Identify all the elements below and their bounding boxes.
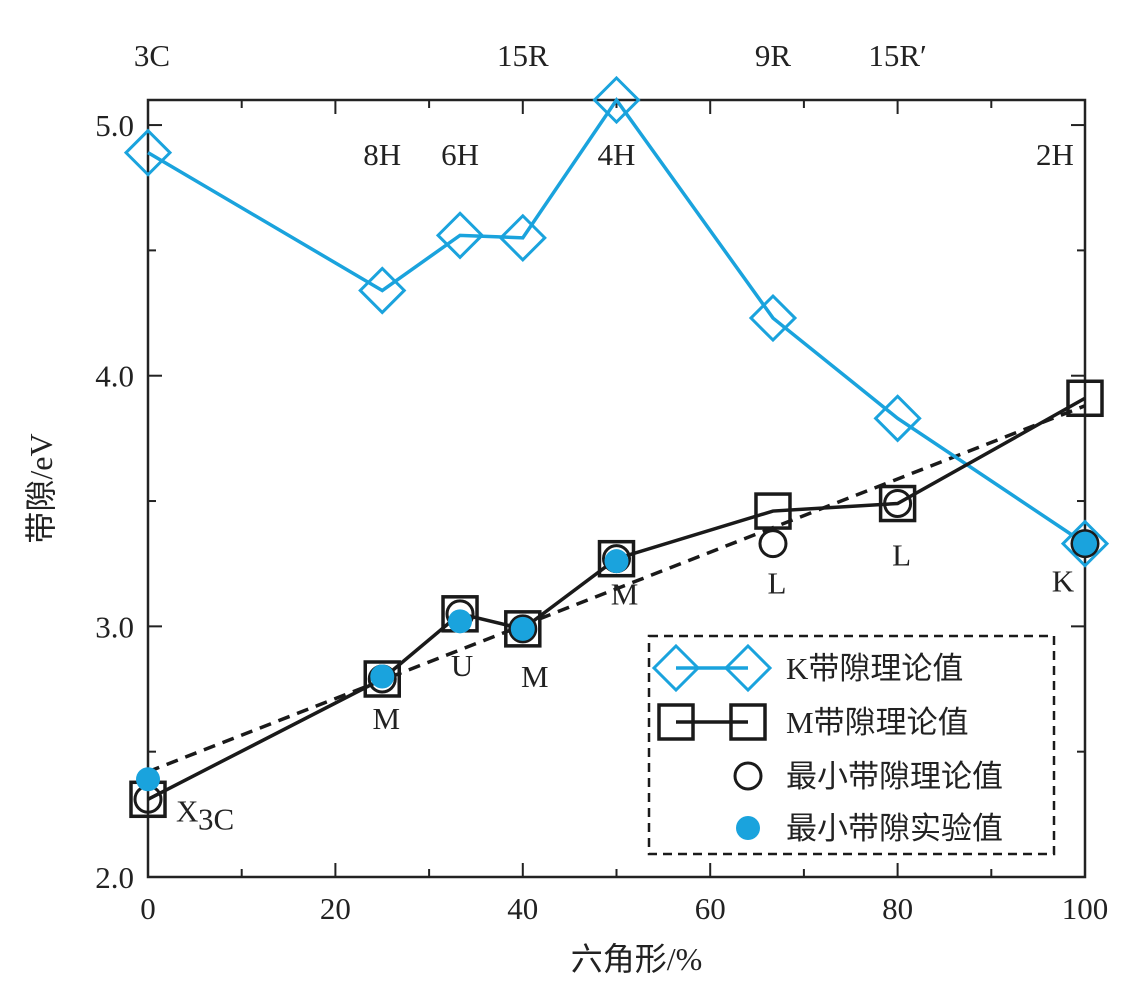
- y-tick-label: 4.0: [95, 359, 134, 394]
- marker-min-exp-dot: [136, 767, 160, 792]
- marker-min-exp-dot: [604, 549, 629, 574]
- polytype-label-inner: 6H: [441, 137, 479, 172]
- marker-m-square: [363, 660, 401, 698]
- x-tick-label: 40: [507, 891, 538, 926]
- point-label: K: [1052, 564, 1075, 599]
- point-label: L: [768, 566, 787, 601]
- point-label: U: [451, 648, 473, 683]
- y-tick-label: 3.0: [95, 609, 134, 644]
- legend-box: [647, 634, 1056, 856]
- polytype-label-inner: 2H: [1036, 137, 1074, 172]
- x-tick-label: 60: [695, 891, 726, 926]
- legend-label: K带隙理论值: [786, 651, 963, 686]
- y-tick-label: 5.0: [95, 108, 134, 143]
- point-label-subscript: 3C: [198, 801, 234, 836]
- legend-swatch-dot: [736, 816, 760, 840]
- marker-k-diamond: [358, 266, 407, 315]
- x-tick-label: 0: [140, 891, 156, 926]
- marker-m-square: [754, 492, 792, 530]
- marker-k-diamond: [123, 128, 173, 177]
- marker-min-theory-circle: [758, 529, 788, 559]
- point-label: M: [372, 701, 400, 736]
- marker-m-square: [1066, 379, 1104, 418]
- series-line-m: [147, 396, 1086, 801]
- marker-min-exp-dot: [448, 609, 473, 634]
- point-label: M: [611, 577, 639, 612]
- trend-line-dashed: [147, 404, 1086, 774]
- marker-min-theory-circle: [1070, 529, 1100, 559]
- legend-swatch-square: [657, 703, 695, 741]
- x-axis-title: 六角形/%: [571, 941, 703, 977]
- marker-k-diamond: [592, 75, 641, 125]
- polytype-label-top: 9R: [755, 38, 792, 73]
- marker-k-diamond: [435, 211, 485, 260]
- x-tick-label: 20: [320, 891, 351, 926]
- polytype-label-inner: 4H: [598, 137, 636, 172]
- marker-k-diamond: [748, 293, 798, 343]
- marker-k-diamond: [873, 394, 922, 443]
- polytype-label-top: 3C: [134, 38, 170, 73]
- y-axis-title: 带隙/eV: [23, 433, 59, 543]
- point-label: L: [892, 538, 911, 573]
- legend-swatch-diamond: [651, 643, 701, 693]
- legend-swatch-square: [729, 703, 767, 741]
- x-tick-label: 80: [882, 891, 913, 926]
- polytype-label-top: 15R: [497, 38, 549, 73]
- marker-k-diamond: [498, 213, 547, 262]
- legend-label: 最小带隙实验值: [786, 811, 1003, 846]
- polytype-label-inner: 8H: [363, 137, 401, 172]
- legend-swatch-diamond: [723, 643, 773, 693]
- marker-min-exp-dot: [510, 616, 535, 641]
- legend-label: M带隙理论值: [786, 705, 969, 740]
- legend-label: 最小带隙理论值: [786, 759, 1003, 794]
- marker-m-square: [504, 610, 542, 648]
- marker-m-square: [878, 484, 917, 523]
- marker-min-exp-dot: [1073, 531, 1097, 556]
- point-label: X: [176, 793, 198, 828]
- polytype-label-top: 15R′: [868, 38, 926, 73]
- marker-min-theory-circle: [883, 489, 913, 519]
- marker-min-theory-circle: [508, 614, 538, 644]
- marker-min-exp-dot: [370, 664, 395, 689]
- marker-m-square: [597, 539, 636, 578]
- point-label: M: [521, 659, 549, 694]
- y-tick-label: 2.0: [95, 860, 134, 895]
- marker-k-diamond: [1060, 519, 1110, 568]
- x-tick-label: 100: [1062, 891, 1109, 926]
- legend-swatch-circle: [733, 761, 763, 791]
